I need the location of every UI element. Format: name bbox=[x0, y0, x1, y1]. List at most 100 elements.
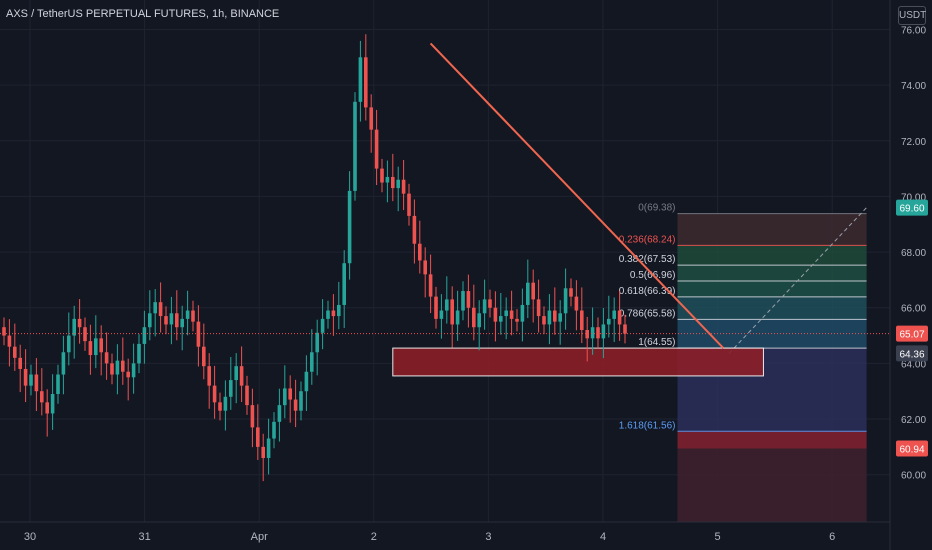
candle-body bbox=[342, 263, 346, 305]
candle-body bbox=[488, 299, 492, 308]
candle-body bbox=[396, 179, 400, 189]
candle-body bbox=[23, 368, 28, 386]
y-tick-label: 76.00 bbox=[901, 25, 926, 36]
candle-body bbox=[169, 313, 174, 325]
candle-body bbox=[547, 310, 552, 325]
fib-level-label: 1.618(61.56) bbox=[619, 420, 676, 431]
candle-body bbox=[526, 282, 530, 305]
candle-body bbox=[40, 391, 44, 403]
candle-body bbox=[99, 338, 103, 353]
y-tick-label: 70.00 bbox=[901, 192, 926, 203]
candle-body bbox=[250, 405, 255, 428]
fib-level-label: 0.786(65.58) bbox=[619, 308, 676, 319]
candle-body bbox=[461, 291, 465, 311]
price-label-box bbox=[896, 440, 928, 457]
candle-body bbox=[148, 313, 152, 328]
candle-body bbox=[158, 302, 163, 317]
candle-body bbox=[580, 310, 584, 330]
candle-body bbox=[88, 341, 93, 356]
fib-level-label: 0(69.38) bbox=[638, 203, 675, 214]
candle-body bbox=[180, 318, 184, 328]
candle-body bbox=[601, 324, 606, 339]
candle-body bbox=[164, 316, 168, 325]
candle-body bbox=[423, 260, 427, 275]
candle-body bbox=[331, 310, 336, 317]
candle-body bbox=[445, 299, 449, 311]
candle-body bbox=[83, 327, 87, 342]
fib-band bbox=[677, 265, 867, 282]
candle-body bbox=[590, 327, 595, 339]
y-tick-label: 68.00 bbox=[901, 248, 926, 259]
candle-body bbox=[364, 57, 368, 108]
candle-body bbox=[515, 318, 519, 322]
y-tick-label: 64.00 bbox=[901, 359, 926, 370]
candle-body bbox=[153, 302, 157, 314]
fib-level-label: 0.236(68.24) bbox=[619, 234, 676, 245]
price-label-text: 69.60 bbox=[899, 204, 924, 215]
fib-level-label: 1(64.55) bbox=[638, 337, 675, 348]
candle-body bbox=[266, 438, 271, 458]
price-label-text: 64.36 bbox=[899, 349, 924, 360]
candle-body bbox=[34, 374, 39, 392]
x-tick-label: 30 bbox=[24, 531, 36, 543]
trendline bbox=[429, 42, 725, 349]
y-tick-label: 72.00 bbox=[901, 137, 926, 148]
candle-body bbox=[428, 274, 433, 297]
candle-body bbox=[131, 363, 136, 378]
candle-body bbox=[13, 346, 17, 358]
candle-body bbox=[18, 357, 22, 369]
candle-body bbox=[56, 374, 60, 394]
candle-body bbox=[353, 101, 357, 191]
x-tick-label: 2 bbox=[371, 531, 377, 543]
candle-body bbox=[288, 388, 292, 400]
candle-body bbox=[482, 299, 487, 314]
chart-title: AXS / TetherUS PERPETUAL FUTURES, 1h, BI… bbox=[6, 8, 280, 20]
candle-body bbox=[121, 360, 125, 372]
candle-body bbox=[207, 366, 211, 386]
candle-body bbox=[293, 399, 298, 411]
currency-button[interactable]: USDT bbox=[898, 6, 926, 25]
candle-body bbox=[607, 318, 611, 325]
candle-body bbox=[412, 215, 417, 244]
candle-body bbox=[137, 343, 141, 364]
candle-body bbox=[326, 310, 330, 319]
candle-body bbox=[504, 310, 508, 317]
price-label-text: 65.07 bbox=[899, 330, 924, 341]
candle-body bbox=[175, 313, 179, 328]
candle-body bbox=[450, 299, 454, 325]
candle-body bbox=[493, 307, 498, 322]
candle-body bbox=[574, 296, 579, 311]
price-label-box bbox=[896, 199, 928, 216]
candle-body bbox=[202, 346, 206, 367]
candle-body bbox=[612, 310, 616, 319]
candle-body bbox=[299, 391, 303, 411]
x-tick-label: 3 bbox=[485, 531, 491, 543]
candle-body bbox=[67, 335, 71, 353]
candle-body bbox=[320, 318, 325, 333]
candle-body bbox=[466, 291, 471, 308]
fib-band bbox=[677, 281, 867, 297]
candle-body bbox=[374, 129, 379, 169]
fib-band bbox=[677, 296, 867, 320]
candle-body bbox=[29, 374, 33, 386]
candle-body bbox=[245, 385, 249, 406]
candle-body bbox=[553, 310, 557, 322]
fib-diagonal bbox=[728, 207, 867, 354]
candle-body bbox=[196, 321, 201, 347]
candle-body bbox=[563, 288, 568, 314]
candle-body bbox=[558, 313, 562, 322]
price-label-text: 60.94 bbox=[899, 445, 924, 456]
price-label-box bbox=[896, 325, 928, 342]
x-tick-label: Apr bbox=[251, 531, 268, 543]
candle-body bbox=[110, 363, 114, 375]
candle-body bbox=[239, 366, 244, 386]
candle-body bbox=[434, 296, 438, 319]
candle-body bbox=[229, 380, 233, 397]
x-tick-label: 4 bbox=[600, 531, 606, 543]
candle-body bbox=[7, 335, 12, 347]
candle-body bbox=[261, 446, 265, 458]
fib-stop-band bbox=[677, 431, 867, 449]
fib-band bbox=[677, 245, 867, 266]
candle-body bbox=[142, 327, 147, 344]
